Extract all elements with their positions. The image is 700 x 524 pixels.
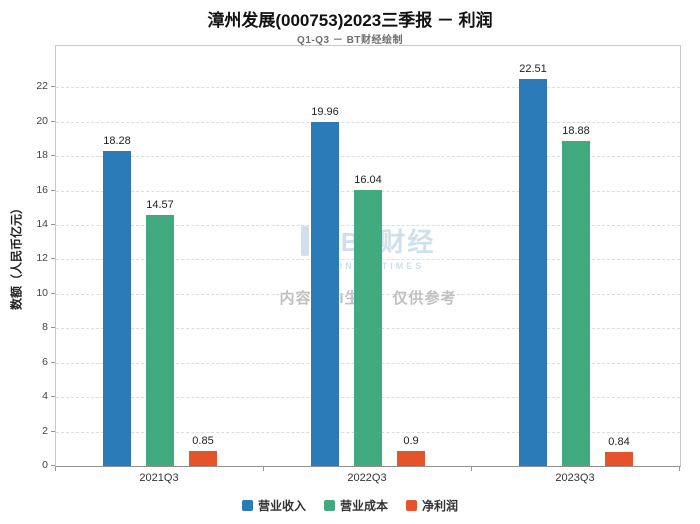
bar [354, 189, 382, 466]
y-tick-label: 22 [36, 80, 48, 93]
x-tick-label: 2022Q3 [347, 472, 387, 484]
y-tick-mark [51, 361, 55, 363]
y-tick-mark [51, 430, 55, 432]
bar-value-label: 0.84 [608, 435, 630, 448]
bar-value-label: 0.9 [403, 434, 419, 447]
legend-item: 净利润 [406, 497, 458, 514]
legend-swatch [323, 500, 335, 511]
bar [519, 78, 547, 466]
legend-swatch [406, 500, 417, 511]
y-tick-label: 0 [42, 459, 48, 471]
y-tick-label: 16 [36, 183, 48, 196]
bar [397, 450, 425, 466]
y-tick-mark [51, 396, 55, 398]
legend: 营业收入 营业成本 净利润 [0, 497, 700, 514]
y-tick-label: 12 [36, 252, 48, 265]
legend-label: 营业收入 [257, 499, 306, 513]
bar-value-label: 0.85 [192, 435, 214, 448]
bar [146, 215, 174, 466]
x-tick-mark [263, 467, 264, 471]
legend-item: 营业收入 [241, 497, 306, 514]
y-tick-mark [51, 258, 55, 260]
gridline [56, 121, 680, 123]
plot-area: BT财经 BUSINESSTIMES 内容由AI生成，仅供参考 18.2814.… [55, 45, 681, 467]
bar [311, 122, 339, 466]
legend-label: 营业成本 [339, 499, 388, 513]
y-tick-label: 10 [36, 286, 48, 299]
x-tick-label: 2023Q3 [555, 472, 595, 484]
bar-value-label: 18.28 [103, 135, 131, 148]
bar [189, 451, 217, 466]
y-tick-mark [51, 189, 55, 191]
logo-bar-icon [300, 225, 309, 256]
y-tick-mark [51, 327, 55, 329]
y-tick-mark [51, 120, 55, 122]
x-tick-label: 2021Q3 [139, 472, 179, 484]
y-tick-mark [51, 155, 55, 157]
bar-value-label: 18.88 [562, 125, 590, 138]
bar-value-label: 14.57 [146, 199, 174, 212]
x-tick-mark [679, 467, 680, 471]
x-tick-mark [471, 467, 472, 471]
y-tick-label: 8 [42, 321, 48, 334]
y-tick-label: 18 [36, 149, 48, 162]
y-tick-label: 14 [36, 218, 48, 231]
legend-swatch [241, 500, 253, 511]
bar-value-label: 22.51 [519, 62, 547, 75]
gridline [56, 87, 680, 89]
y-tick-mark [51, 465, 55, 466]
chart-title: 漳州发展(000753)2023三季报 － 利润 [207, 11, 493, 30]
bar [562, 141, 590, 466]
y-tick-mark [51, 292, 55, 294]
y-tick-mark [51, 86, 55, 88]
chart-subtitle: Q1-Q3 － BT财经绘制 [297, 35, 403, 46]
y-tick-label: 4 [42, 390, 48, 403]
y-tick-label: 6 [42, 355, 48, 368]
legend-item: 营业成本 [323, 497, 388, 514]
bar [605, 451, 633, 466]
y-tick-label: 2 [42, 424, 48, 437]
bar [103, 151, 131, 466]
legend-label: 净利润 [422, 499, 459, 513]
y-tick-mark [51, 224, 55, 226]
bar-value-label: 16.04 [354, 173, 382, 186]
bar-value-label: 19.96 [311, 106, 339, 119]
x-tick-mark [55, 467, 56, 471]
y-tick-label: 20 [36, 114, 48, 127]
gridline [56, 156, 680, 158]
